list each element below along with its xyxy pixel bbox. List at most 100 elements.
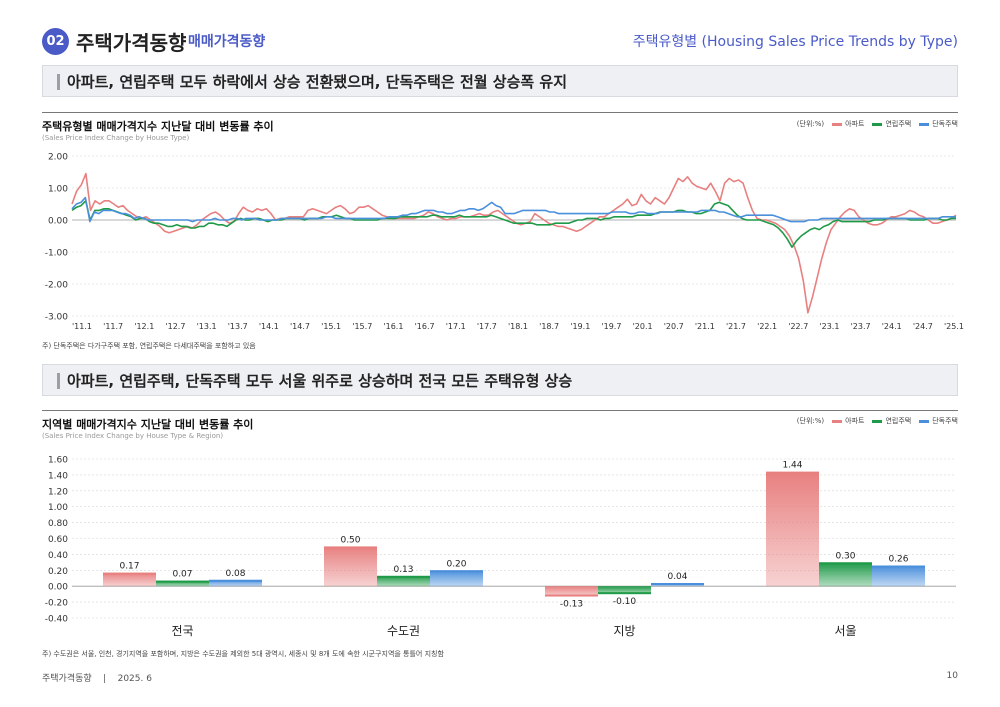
chart2-bar-edge: [545, 594, 598, 597]
chart2-bar-1: [545, 586, 598, 597]
chart1-subtitle: (Sales Price Index Change by House Type): [42, 134, 190, 142]
chart2-y-tick-label: 1.20: [48, 487, 68, 497]
banner-accent-bar: [57, 373, 60, 389]
legend-item-row: 연립주택: [872, 416, 911, 426]
chart1-y-tick-label: 2.00: [48, 153, 68, 163]
chart2-bar-edge: [377, 575, 430, 578]
chart1-x-tick-label: '18.1: [508, 322, 528, 331]
chart2-bar-3: [209, 579, 262, 587]
chart1-x-tick-label: '20.7: [664, 322, 684, 331]
chart2-bar-edge: [324, 546, 377, 549]
chart2-y-tick-label: -0.20: [45, 599, 69, 609]
chart1-legend: (단위:%) 아파트 연립주택 단독주택: [797, 119, 958, 129]
chart2-bar-edge: [872, 565, 925, 568]
chart2-bar-edge: [598, 592, 651, 595]
chart1-x-tick-label: '14.7: [290, 322, 310, 331]
chart2-y-tick-label: 1.60: [48, 456, 68, 466]
chart1-x-tick-label: '11.7: [103, 322, 123, 331]
chart1-x-tick-label: '17.7: [477, 322, 497, 331]
chart2-bar-edge: [819, 562, 872, 565]
chart2-top-rule: [42, 410, 958, 411]
legend-item-row: 연립주택: [872, 119, 911, 129]
chart2-category-label: 전국: [171, 624, 193, 638]
chart2-note: 주) 수도권은 서울, 인천, 경기지역을 포함하며, 지방은 수도권을 제외한…: [42, 650, 444, 658]
chart1-x-tick-label: '19.7: [601, 322, 621, 331]
chart2-y-tick-label: 1.00: [48, 503, 68, 513]
chart2-data-label: 0.08: [225, 569, 245, 579]
page-title: 주택가격동향: [76, 31, 187, 55]
chart1-y-tick-label: -1.00: [45, 249, 69, 259]
chart2-y-tick-label: 0.60: [48, 535, 68, 545]
chart2-y-tick-label: 1.40: [48, 471, 68, 481]
chart1-x-tick-label: '14.1: [259, 322, 279, 331]
chart1-note: 주) 단독주택은 다가구주택 포함, 연립주택은 다세대주택을 포함하고 있음: [42, 342, 256, 350]
chart2-category-label: 지방: [613, 624, 635, 638]
chart1-y-tick-label: -3.00: [45, 313, 69, 323]
chart1-series-line-1: [71, 172, 957, 314]
chart1-x-tick-label: '16.7: [415, 322, 435, 331]
chart2-y-tick-label: -0.40: [45, 615, 69, 625]
chart2-data-label: 0.26: [888, 555, 908, 565]
chart2-bar-edge: [766, 471, 819, 474]
chart2-data-label: 0.50: [340, 535, 360, 545]
chart2-unit: (단위:%): [796, 417, 825, 425]
page-subtitle: 매매가격동향: [188, 34, 266, 50]
chart2-data-label: 0.20: [446, 559, 466, 569]
chart2-legend: (단위:%) 아파트 연립주택 단독주택: [797, 416, 958, 426]
chart2-bar-2: [156, 580, 209, 587]
chart1-x-tick-label: '16.1: [383, 322, 403, 331]
chart2-y-tick-label: 0.20: [48, 567, 68, 577]
banner-accent-bar: [57, 74, 60, 90]
chart2-bar-edge: [103, 572, 156, 575]
chart2-bar-2: [819, 562, 872, 587]
chart1-x-tick-label: '13.7: [228, 322, 248, 331]
chart1-x-tick-label: '15.1: [321, 322, 341, 331]
chart1-top-rule: [42, 112, 958, 113]
chart2-y-tick-label: 0.80: [48, 519, 68, 529]
chart1-x-tick-label: '21.1: [695, 322, 715, 331]
chart1-x-tick-label: '12.7: [165, 322, 185, 331]
chart1-series-line-3: [71, 196, 956, 223]
chart1-series-line-2: [71, 200, 956, 248]
page-number: 10: [946, 671, 958, 681]
chart2-bar-edge: [651, 583, 704, 586]
section-number-badge: 02: [42, 28, 69, 55]
chart2-data-label: -0.13: [560, 600, 583, 610]
chart1-title: 주택유형별 매매가격지수 지난달 대비 변동률 추이: [42, 120, 274, 133]
chart2-data-label: 0.17: [119, 562, 139, 572]
chart2-title: 지역별 매매가격지수 지난달 대비 변동률 추이: [42, 418, 254, 431]
chart1-x-tick-label: '23.1: [819, 322, 839, 331]
chart2-bar-edge: [156, 580, 209, 583]
headline-banner-1: 아파트, 연립주택 모두 하락에서 상승 전환됐으며, 단독주택은 전월 상승폭…: [42, 65, 958, 97]
chart2-bar-3: [872, 565, 925, 587]
legend-item-det: 단독주택: [919, 119, 958, 129]
chart1-y-tick-label: 1.00: [48, 185, 68, 195]
footer-text: 주택가격동향 | 2025. 6: [42, 674, 152, 684]
chart2-bar-1: [324, 546, 377, 587]
legend-item-det: 단독주택: [919, 416, 958, 426]
chart1-x-tick-label: '15.7: [352, 322, 372, 331]
legend-item-apt: 아파트: [832, 416, 864, 426]
chart2-bar-3: [430, 570, 483, 587]
chart1-x-tick-label: '17.1: [446, 322, 466, 331]
chart2-category-label: 서울: [834, 624, 856, 638]
chart1-x-tick-label: '22.1: [757, 322, 777, 331]
chart1-x-tick-label: '20.1: [633, 322, 653, 331]
chart2-bar-edge: [430, 570, 483, 573]
chart1-x-tick-label: '19.1: [570, 322, 590, 331]
chart2-bar-1: [766, 471, 819, 587]
headline-banner-2: 아파트, 연립주택, 단독주택 모두 서울 위주로 상승하며 전국 모든 주택유…: [42, 364, 958, 396]
chart2-data-label: 0.13: [393, 565, 413, 575]
chart2-data-label: 0.04: [667, 572, 687, 582]
chart2-data-label: -0.10: [613, 597, 637, 607]
chart2-y-tick-label: 0.00: [48, 583, 68, 593]
legend-item-apt: 아파트: [832, 119, 864, 129]
chart1-x-tick-label: '24.1: [882, 322, 902, 331]
chart2-bar-2: [377, 575, 430, 587]
chart2-data-label: 1.44: [782, 461, 802, 471]
chart2-bar-2: [598, 586, 651, 595]
chart1-x-tick-label: '23.7: [851, 322, 871, 331]
chart2-data-label: 0.30: [835, 551, 855, 561]
chart2-data-label: 0.07: [172, 570, 192, 580]
